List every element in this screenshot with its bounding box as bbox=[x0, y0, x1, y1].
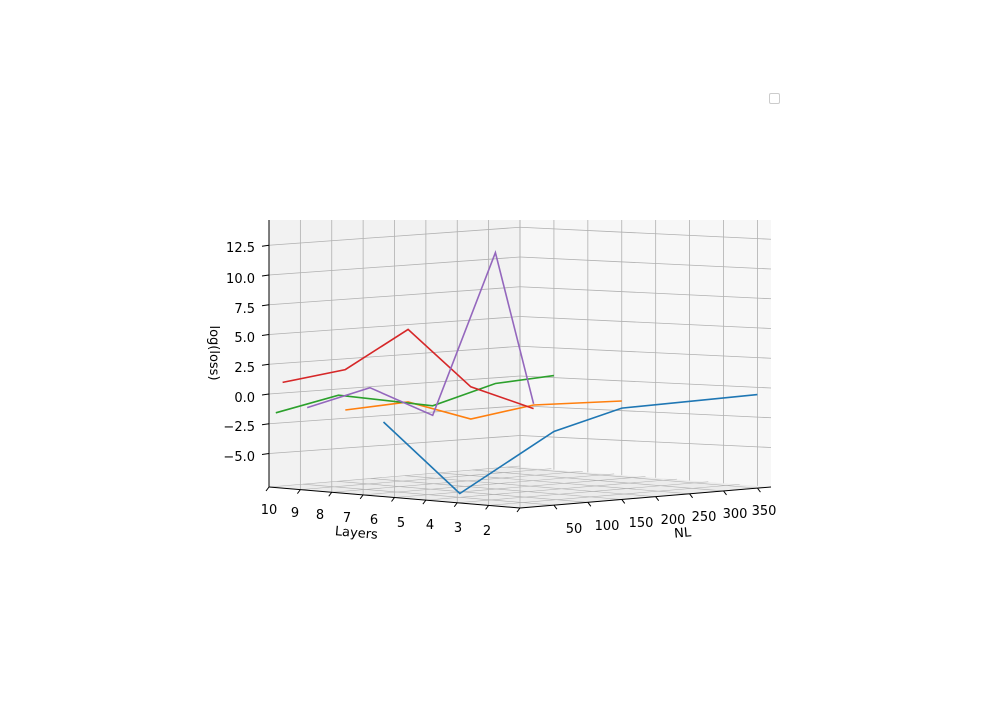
gridline bbox=[370, 478, 622, 500]
z-tick-label: 5.0 bbox=[234, 331, 255, 346]
z-tick-mark bbox=[261, 334, 270, 336]
x-tick-mark bbox=[391, 497, 395, 502]
gridline bbox=[472, 469, 724, 492]
x-tick-mark bbox=[516, 507, 521, 513]
gridline bbox=[268, 286, 521, 306]
x-tick-mark bbox=[265, 486, 270, 492]
x-tick-mark bbox=[453, 502, 458, 508]
z-tick-label: −5.0 bbox=[223, 450, 255, 465]
gridline bbox=[404, 475, 656, 497]
gridline bbox=[506, 466, 758, 489]
gridline bbox=[425, 478, 677, 501]
x-tick-mark bbox=[296, 489, 301, 494]
gridline bbox=[519, 316, 772, 329]
gridline bbox=[268, 226, 521, 246]
gridline bbox=[519, 286, 772, 300]
series-line-0 bbox=[382, 393, 758, 495]
legend-box bbox=[769, 93, 780, 104]
y-tick-mark bbox=[655, 496, 660, 501]
z-tick-label: 0.0 bbox=[234, 391, 255, 406]
y-tick-mark bbox=[757, 487, 761, 493]
gridline bbox=[519, 405, 772, 419]
x-tick-label: 8 bbox=[316, 508, 324, 523]
x-tick-label: 3 bbox=[454, 521, 462, 536]
z-tick-mark bbox=[261, 304, 270, 307]
z-tick-mark bbox=[261, 244, 270, 247]
y-tick-mark bbox=[621, 499, 626, 504]
right-pane bbox=[520, 220, 771, 487]
gridline bbox=[519, 226, 772, 240]
y-tick-label: 200 bbox=[661, 513, 686, 528]
x-tick-mark bbox=[328, 491, 333, 497]
gridline bbox=[268, 375, 521, 395]
gridline bbox=[268, 256, 521, 276]
x-tick-label: 7 bbox=[343, 511, 351, 526]
z-axis-label: log(loss) bbox=[206, 325, 221, 380]
series-line-4 bbox=[306, 249, 535, 417]
series-group bbox=[275, 249, 758, 495]
z-tick-label: 12.5 bbox=[226, 241, 255, 256]
y-axis-label: NL bbox=[674, 525, 693, 541]
x-tick-label: 5 bbox=[397, 516, 405, 531]
gridlines bbox=[268, 220, 772, 509]
y-axis-line bbox=[519, 486, 772, 509]
tick-marks bbox=[261, 244, 761, 513]
z-tick-label: 7.5 bbox=[234, 302, 255, 317]
gridline bbox=[302, 483, 554, 506]
gridline bbox=[268, 435, 521, 454]
z-tick-mark bbox=[261, 453, 270, 455]
y-tick-label: 100 bbox=[595, 519, 620, 534]
z-tick-mark bbox=[261, 363, 270, 366]
gridline bbox=[519, 375, 772, 389]
z-tick-mark bbox=[261, 423, 270, 426]
y-tick-mark bbox=[553, 504, 558, 510]
gridline bbox=[519, 435, 772, 448]
x-tick-label: 4 bbox=[426, 518, 434, 533]
y-tick-mark bbox=[587, 502, 592, 507]
gridline bbox=[268, 345, 521, 365]
y-tick-label: 350 bbox=[752, 504, 777, 519]
gridline bbox=[457, 481, 709, 504]
x-tick-mark bbox=[422, 499, 427, 505]
gridline bbox=[268, 316, 521, 335]
z-tick-label: 10.0 bbox=[226, 272, 255, 287]
series-line-3 bbox=[282, 328, 534, 410]
y-tick-label: 250 bbox=[692, 510, 717, 525]
gridline bbox=[519, 256, 772, 270]
z-tick-label: 2.5 bbox=[234, 361, 255, 376]
y-tick-label: 150 bbox=[629, 516, 654, 531]
x-tick-label: 6 bbox=[370, 513, 378, 528]
gridline bbox=[268, 405, 521, 425]
y-tick-label: 300 bbox=[723, 507, 748, 522]
y-tick-mark bbox=[723, 490, 727, 496]
x-tick-mark bbox=[359, 494, 364, 500]
series-line-2 bbox=[275, 374, 555, 414]
x-tick-mark bbox=[485, 505, 490, 510]
z-tick-label: −2.5 bbox=[223, 420, 255, 435]
gridline bbox=[438, 472, 690, 495]
y-tick-mark bbox=[689, 493, 693, 499]
x-axis-label: Layers bbox=[334, 524, 378, 543]
series-line-1 bbox=[345, 400, 622, 420]
x-tick-label: 10 bbox=[261, 503, 278, 518]
gridline bbox=[488, 484, 740, 506]
gridline bbox=[519, 345, 772, 359]
y-tick-label: 50 bbox=[566, 522, 583, 537]
x-tick-label: 9 bbox=[291, 506, 299, 521]
z-tick-mark bbox=[261, 274, 270, 277]
z-tick-mark bbox=[261, 393, 270, 396]
x-tick-label: 2 bbox=[483, 524, 491, 539]
